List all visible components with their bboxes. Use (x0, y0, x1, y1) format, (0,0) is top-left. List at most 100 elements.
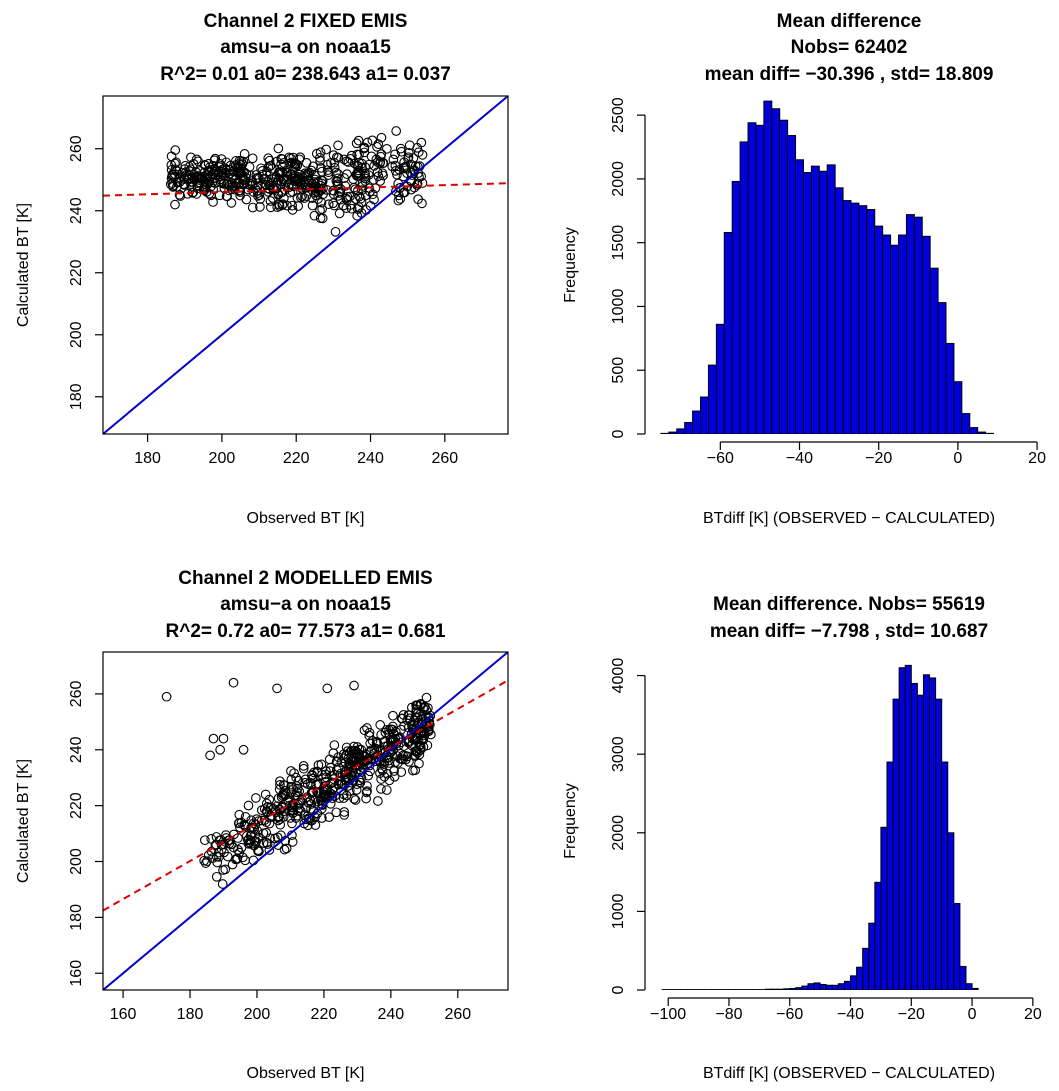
scatter-point (287, 837, 298, 847)
scatter-point (325, 762, 336, 773)
scatter-point (388, 710, 398, 721)
x-tick-label: 200 (209, 450, 236, 467)
scatter-point (275, 779, 285, 790)
y-tick-label: 0 (610, 429, 627, 438)
scatter-point (273, 143, 284, 154)
scatter-point (251, 793, 261, 803)
scatter-point (179, 172, 190, 182)
scatter-point (291, 781, 302, 791)
scatter-point (299, 193, 310, 203)
scatter-point (402, 168, 412, 179)
scatter-point (199, 185, 210, 196)
x-tick-label: −80 (715, 1006, 742, 1023)
histogram-bar (904, 664, 912, 990)
scatter-point (398, 750, 409, 761)
scatter-point (316, 793, 327, 803)
chart-title-line: amsu−a on noaa15 (220, 37, 391, 58)
scatter-point (333, 173, 343, 184)
scatter-point (208, 733, 219, 744)
x-tick-label: −60 (776, 1006, 803, 1023)
identity-line (103, 652, 508, 990)
scatter-point (215, 174, 226, 185)
scatter-point (174, 189, 185, 200)
scatter-point (362, 137, 373, 148)
y-tick-label: 500 (610, 357, 627, 384)
histogram-bar (795, 987, 803, 990)
scatter-point (317, 800, 328, 810)
y-tick-label: 2500 (610, 97, 627, 133)
scatter-point (357, 158, 367, 169)
scatter-point (333, 762, 344, 773)
scatter-point (323, 170, 334, 180)
scatter-point (234, 847, 245, 858)
histogram-bar (723, 231, 733, 434)
scatter-point (346, 203, 357, 214)
scatter-point (320, 777, 331, 787)
histogram-bar (843, 980, 852, 990)
scatter-point (372, 738, 383, 749)
scatter-point (353, 185, 363, 196)
histogram-bar (739, 141, 749, 434)
scatter-point (383, 755, 394, 766)
chart-title-line: Mean difference. Nobs= 55619 (713, 594, 985, 615)
scatter-point (317, 813, 327, 823)
scatter-point (366, 745, 376, 756)
scatter-point (376, 149, 387, 159)
scatter-point (353, 135, 364, 146)
scatter-point (201, 173, 211, 183)
histogram-bar (905, 214, 915, 434)
chart-title-line: Channel 2 MODELLED EMIS (178, 568, 432, 589)
scatter-point (206, 834, 217, 844)
scatter-point (339, 154, 350, 165)
plot-area (661, 664, 979, 990)
scatter-point (340, 181, 351, 191)
histogram-bar (826, 164, 836, 434)
scatter-point (235, 185, 246, 196)
scatter-point (333, 152, 344, 163)
scatter-point (399, 721, 409, 731)
scatter-point (208, 197, 218, 207)
y-tick-label: 180 (68, 904, 85, 931)
x-tick-label: 220 (283, 450, 310, 467)
scatter-point (301, 158, 312, 168)
scatter-point (335, 194, 346, 205)
plot-area (103, 652, 508, 990)
scatter-point (292, 783, 303, 794)
scatter-point (329, 740, 340, 750)
scatter-point (409, 750, 420, 760)
scatter-point (211, 871, 222, 882)
histogram-bar (874, 881, 882, 990)
scatter-point (309, 210, 320, 221)
scatter-point (249, 840, 259, 851)
scatter-point (167, 169, 178, 180)
scatter-point (338, 793, 349, 804)
scatter-point (298, 761, 309, 771)
scatter-point (417, 178, 428, 188)
scatter-point (289, 173, 300, 184)
scatter-point (341, 203, 352, 214)
scatter-point (275, 819, 286, 830)
scatter-point (227, 859, 238, 870)
scatter-point (376, 784, 386, 794)
scatter-point (353, 748, 363, 759)
scatter-point (275, 776, 285, 787)
histogram-bar (710, 989, 718, 990)
histogram-bar (910, 682, 918, 990)
scatter-point (309, 767, 319, 778)
scatter-point (306, 803, 316, 814)
scatter-point (378, 170, 388, 181)
scatter-point (394, 183, 405, 193)
y-tick-label: 2000 (610, 815, 627, 851)
histogram-bar (935, 698, 943, 990)
plot-area (103, 96, 508, 434)
histogram-bar (831, 984, 839, 990)
scatter-point (379, 736, 389, 747)
scatter-point (202, 856, 212, 867)
scatter-point (278, 174, 288, 185)
scatter-point (262, 839, 273, 849)
x-tick-label: −20 (865, 450, 892, 467)
plot-frame (102, 95, 509, 435)
histogram-bar (834, 187, 844, 434)
histogram-bar (698, 989, 706, 990)
chart-title-line: amsu−a on noaa15 (220, 594, 391, 615)
